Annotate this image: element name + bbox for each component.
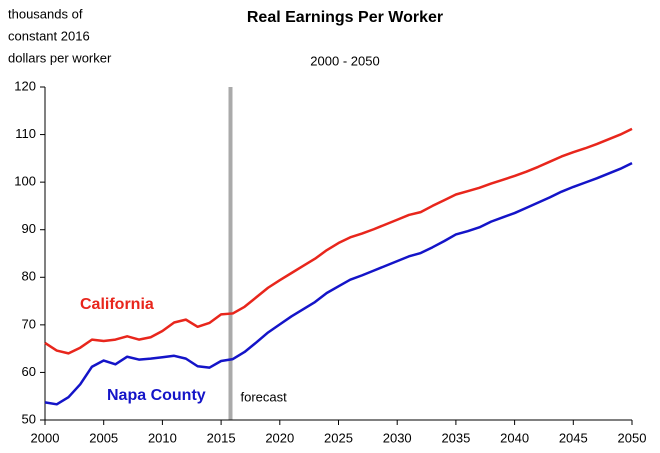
x-tick-label: 2045 [559,430,588,445]
series-label: California [80,296,154,313]
y-tick-label: 50 [22,411,36,426]
x-tick-label: 2010 [148,430,177,445]
y-axis-label: constant 2016 [8,28,90,43]
series-label: Napa County [107,387,206,404]
y-tick-label: 70 [22,316,36,331]
x-tick-label: 2020 [265,430,294,445]
chart-subtitle: 2000 - 2050 [310,53,379,68]
x-tick-label: 2005 [89,430,118,445]
annotation: forecast [240,389,287,404]
y-tick-label: 120 [14,78,36,93]
y-tick-label: 90 [22,221,36,236]
line [44,127,633,355]
x-tick-label: 2035 [441,430,470,445]
y-tick-label: 60 [22,364,36,379]
chart-title: Real Earnings Per Worker [247,9,443,26]
y-tick-label: 80 [22,269,36,284]
x-tick-label: 2040 [500,430,529,445]
x-tick-label: 2030 [383,430,412,445]
x-tick-label: 2025 [324,430,353,445]
x-tick-label: 2000 [31,430,60,445]
x-tick-label: 2015 [207,430,236,445]
x-tick-label: 2050 [618,430,647,445]
line [44,161,633,406]
y-axis-label: dollars per worker [8,50,112,65]
y-tick-label: 110 [15,126,36,141]
y-tick-label: 100 [14,174,36,189]
y-axis-label: thousands of [8,6,83,21]
